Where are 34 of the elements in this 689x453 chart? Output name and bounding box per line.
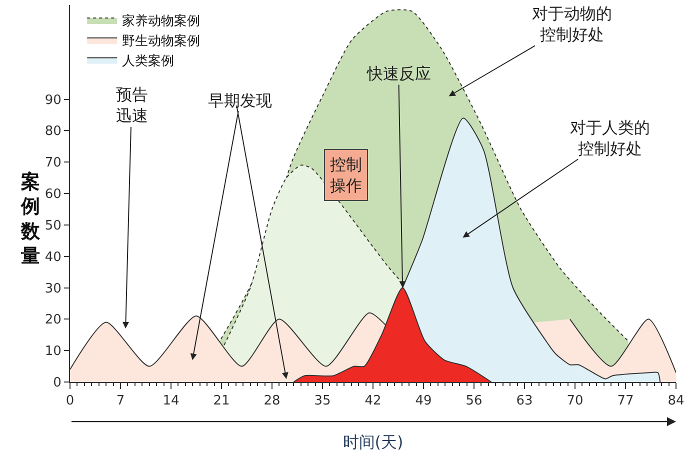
x-tick-label: 14 bbox=[162, 394, 180, 409]
x-tick-label: 0 bbox=[66, 394, 74, 409]
x-tick-label: 84 bbox=[668, 394, 684, 409]
annotation: 对于动物的控制好处 bbox=[532, 4, 612, 44]
y-tick-label: 30 bbox=[44, 281, 62, 296]
y-tick-label: 40 bbox=[44, 250, 62, 265]
x-tick-label: 49 bbox=[415, 394, 432, 409]
x-tick-label: 42 bbox=[364, 394, 382, 409]
x-tick-label: 7 bbox=[116, 394, 125, 409]
y-tick-label: 80 bbox=[44, 124, 62, 140]
legend-label: 人类案例 bbox=[122, 52, 174, 69]
x-tick-label: 77 bbox=[617, 394, 634, 409]
y-tick-label: 20 bbox=[44, 312, 62, 328]
annotation: 快速反应 bbox=[366, 64, 431, 83]
x-tick-label: 21 bbox=[213, 394, 230, 409]
x-axis-title: 时间(天) bbox=[342, 432, 404, 452]
annotation: 控制操作 bbox=[330, 155, 362, 195]
y-tick-label: 90 bbox=[44, 92, 62, 108]
legend-label: 野生动物案例 bbox=[122, 32, 200, 49]
legend-label: 家养动物案例 bbox=[122, 13, 200, 30]
x-tick-label: 70 bbox=[566, 394, 584, 409]
x-tick-label: 56 bbox=[466, 394, 482, 409]
y-tick-label: 10 bbox=[44, 344, 62, 360]
y-axis-title: 案例数量 bbox=[20, 171, 41, 268]
y-tick-label: 50 bbox=[44, 218, 62, 234]
annotation: 对于人类的控制好处 bbox=[570, 118, 650, 158]
x-tick-label: 28 bbox=[264, 394, 280, 409]
y-tick-label: 70 bbox=[44, 156, 62, 171]
y-tick-label: 0 bbox=[53, 376, 62, 391]
annotation: 早期发现 bbox=[208, 91, 272, 110]
x-tick-label: 63 bbox=[516, 394, 533, 409]
annotation: 预告迅速 bbox=[116, 85, 148, 125]
x-tick-label: 35 bbox=[314, 394, 331, 409]
y-tick-label: 60 bbox=[44, 187, 62, 202]
